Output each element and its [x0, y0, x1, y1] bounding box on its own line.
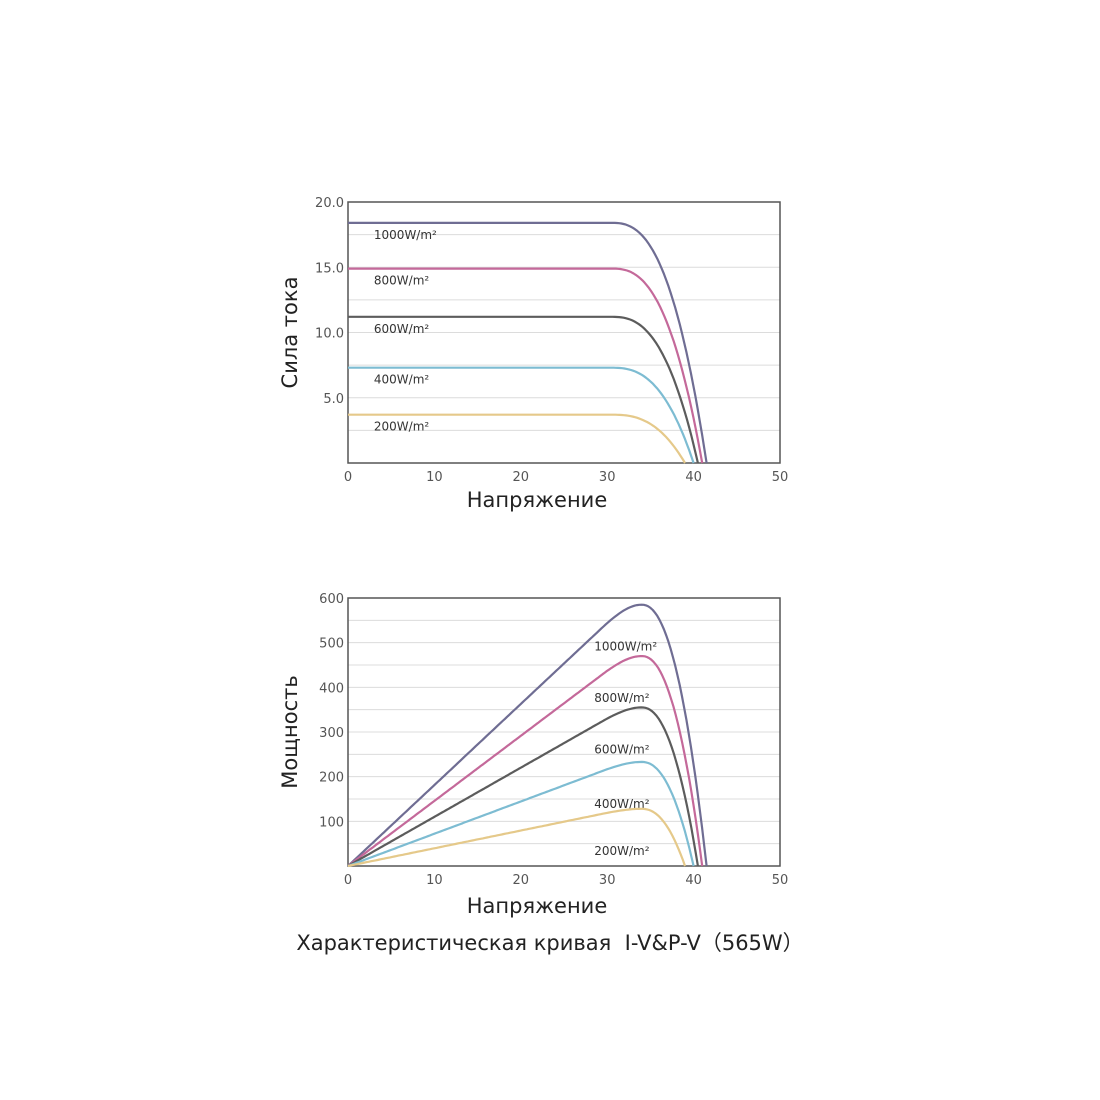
y-axis-title: Сила тока: [278, 277, 302, 389]
series-label: 400W/m²: [594, 797, 650, 811]
x-axis-title: Напряжение: [467, 488, 608, 512]
plot-frame: [347, 201, 781, 464]
series-label: 400W/m²: [374, 373, 430, 387]
iv-panel: 5.0 10.0 15.0 20.0 0 10 20 30 40 50 Напряжение Сила…: [278, 196, 788, 512]
y-axis-title: Мощность: [278, 675, 302, 788]
y-tick-label: 300: [319, 726, 344, 741]
series-label: 600W/m²: [374, 322, 430, 336]
x-tick-label: 40: [685, 470, 702, 485]
series-label: 1000W/m²: [594, 640, 657, 654]
series-label: 1000W/m²: [374, 228, 437, 242]
pv-panel: 100 200 300 400 500 600 0 10 20 30 40 50 Напряжение М…: [278, 592, 788, 918]
series-line: [348, 413, 686, 464]
series-label: 600W/m²: [594, 742, 650, 756]
x-tick-label: 0: [344, 873, 352, 888]
series-line: [347, 760, 695, 868]
y-tick-label: 20.0: [315, 196, 344, 211]
x-axis-title: Напряжение: [467, 894, 608, 918]
figure-caption: Характеристическая кривая I-V&P-V（565W）: [296, 931, 804, 955]
x-tick-label: 40: [685, 873, 702, 888]
x-tick-label: 30: [599, 873, 616, 888]
x-tick-label: 10: [426, 470, 443, 485]
y-tick-label: 200: [319, 771, 344, 786]
x-tick-label: 0: [344, 470, 352, 485]
x-tick-label: 10: [426, 873, 443, 888]
y-tick-label: 10.0: [315, 327, 344, 342]
series-line: [348, 366, 695, 464]
x-tick-label: 50: [772, 873, 789, 888]
series-line: [348, 315, 699, 464]
y-tick-label: 500: [319, 637, 344, 652]
series-line: [347, 706, 699, 867]
y-tick-label: 5.0: [323, 392, 344, 407]
series-label: 800W/m²: [374, 274, 430, 288]
series-line: [347, 603, 708, 867]
x-tick-label: 30: [599, 470, 616, 485]
series-label: 200W/m²: [374, 420, 430, 434]
series-line: [347, 655, 704, 867]
series-label: 800W/m²: [594, 691, 650, 705]
x-tick-label: 20: [513, 470, 530, 485]
series-line: [347, 807, 687, 868]
y-tick-label: 15.0: [315, 261, 344, 276]
series-line: [348, 221, 708, 464]
y-tick-label: 600: [319, 592, 344, 607]
series-label: 200W/m²: [594, 844, 650, 858]
x-tick-label: 50: [772, 470, 789, 485]
y-tick-label: 400: [319, 681, 344, 696]
y-tick-label: 100: [319, 815, 344, 830]
series-line: [348, 267, 704, 464]
x-tick-label: 20: [513, 873, 530, 888]
plot-frame: [347, 597, 781, 867]
